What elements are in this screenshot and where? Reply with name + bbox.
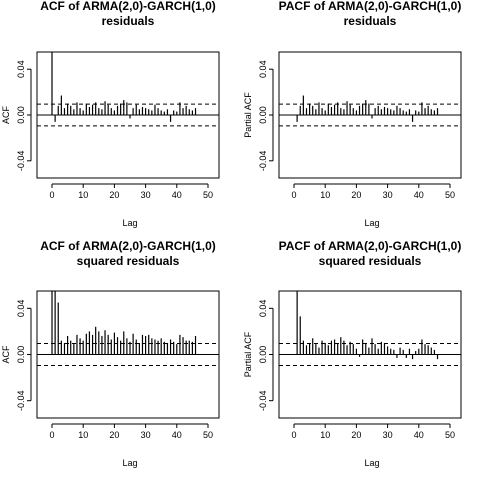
x-tick-label: 0 (49, 190, 54, 200)
chart-title: ACF of ARMA(2,0)-GARCH(1,0) (40, 0, 216, 13)
x-tick-label: 50 (445, 430, 455, 440)
y-tick-label: 0.04 (16, 60, 26, 78)
y-axis-label: ACF (1, 105, 11, 124)
x-tick-label: 10 (320, 190, 330, 200)
chart-subtitle: residuals (344, 14, 397, 28)
panel-2: PACF of ARMA(2,0)-GARCH(1,0)residuals 0 10… (243, 0, 462, 228)
x-tick-label: 40 (172, 190, 182, 200)
panel-3: ACF of ARMA(2,0)-GARCH(1,0)squared resid… (1, 239, 220, 468)
y-tick-label: -0.04 (16, 390, 26, 411)
x-tick-label: 50 (203, 190, 213, 200)
chart-subtitle: residuals (102, 14, 155, 28)
y-tick-label: -0.04 (16, 151, 26, 172)
x-tick-label: 30 (141, 430, 151, 440)
x-tick-label: 0 (291, 190, 296, 200)
x-tick-label: 30 (141, 190, 151, 200)
x-tick-label: 50 (445, 190, 455, 200)
chart-subtitle: squared residuals (77, 254, 180, 268)
y-tick-label: 0.04 (258, 300, 268, 318)
y-tick-label: -0.04 (258, 151, 268, 172)
x-axis-label: Lag (122, 458, 137, 468)
y-axis-label: Partial ACF (243, 92, 253, 138)
x-tick-label: 30 (383, 190, 393, 200)
panel-4: PACF of ARMA(2,0)-GARCH(1,0)squared resi… (243, 239, 462, 468)
x-tick-label: 20 (109, 190, 119, 200)
x-tick-label: 40 (172, 430, 182, 440)
x-tick-label: 20 (351, 190, 361, 200)
x-tick-label: 10 (320, 430, 330, 440)
x-tick-label: 0 (49, 430, 54, 440)
y-tick-label: 0.04 (16, 300, 26, 318)
y-tick-label: -0.04 (258, 390, 268, 411)
y-tick-label: 0.00 (258, 346, 268, 364)
chart-title: ACF of ARMA(2,0)-GARCH(1,0) (40, 239, 216, 253)
y-axis-label: ACF (1, 345, 11, 364)
chart-title: PACF of ARMA(2,0)-GARCH(1,0) (279, 239, 462, 253)
x-axis-label: Lag (364, 458, 379, 468)
x-tick-label: 40 (414, 190, 424, 200)
x-tick-label: 10 (78, 430, 88, 440)
y-tick-label: 0.00 (16, 106, 26, 124)
x-tick-label: 50 (203, 430, 213, 440)
y-axis-label: Partial ACF (243, 331, 253, 377)
x-tick-label: 20 (351, 430, 361, 440)
x-tick-label: 0 (291, 430, 296, 440)
chart-title: PACF of ARMA(2,0)-GARCH(1,0) (279, 0, 462, 13)
x-tick-label: 20 (109, 430, 119, 440)
y-tick-label: 0.00 (258, 106, 268, 124)
x-tick-label: 10 (78, 190, 88, 200)
chart-subtitle: squared residuals (319, 254, 422, 268)
x-axis-label: Lag (122, 218, 137, 228)
y-tick-label: 0.04 (258, 60, 268, 78)
x-tick-label: 40 (414, 430, 424, 440)
panel-1: ACF of ARMA(2,0)-GARCH(1,0)residuals 0 10 2… (1, 0, 220, 228)
x-tick-label: 30 (383, 430, 393, 440)
x-axis-label: Lag (364, 218, 379, 228)
y-tick-label: 0.00 (16, 346, 26, 364)
